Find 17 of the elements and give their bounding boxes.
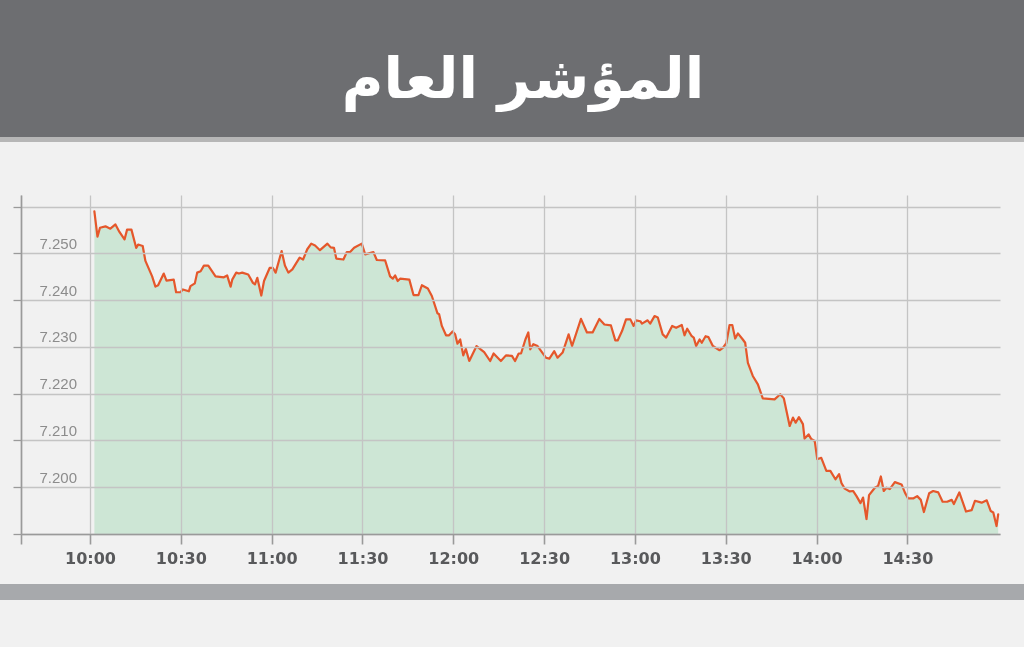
y-tick-label: 7.210 xyxy=(39,421,78,439)
x-tick-label: 11:00 xyxy=(246,548,298,568)
x-tick-label: 11:30 xyxy=(337,548,389,568)
x-tick-label: 13:30 xyxy=(700,548,752,568)
x-tick-label: 10:30 xyxy=(155,548,207,568)
y-tick-label: 7.250 xyxy=(39,234,78,252)
x-tick-label: 12:30 xyxy=(519,548,571,568)
chart-title: المؤشر العام xyxy=(341,45,705,112)
x-tick-label: 14:00 xyxy=(791,548,843,568)
y-tick-label: 7.220 xyxy=(39,375,78,393)
x-tick-label: 12:00 xyxy=(428,548,480,568)
x-tick-label: 10:00 xyxy=(65,548,116,568)
x-tick-label: 14:30 xyxy=(882,548,934,568)
y-tick-label: 7.200 xyxy=(39,468,78,486)
y-tick-label: 7.230 xyxy=(39,328,78,346)
y-tick-label: 7.240 xyxy=(39,281,78,299)
x-tick-label: 13:00 xyxy=(609,548,661,568)
